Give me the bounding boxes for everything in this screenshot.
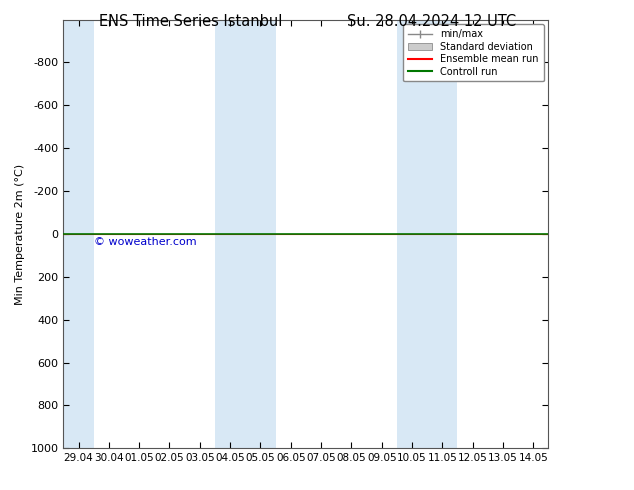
Bar — [63, 20, 94, 448]
Text: Su. 28.04.2024 12 UTC: Su. 28.04.2024 12 UTC — [347, 14, 515, 29]
Bar — [215, 20, 245, 448]
Bar — [427, 20, 458, 448]
Text: © woweather.com: © woweather.com — [94, 237, 197, 247]
Y-axis label: Min Temperature 2m (°C): Min Temperature 2m (°C) — [15, 163, 25, 305]
Bar — [245, 20, 276, 448]
Text: ENS Time Series Istanbul: ENS Time Series Istanbul — [98, 14, 282, 29]
Bar — [397, 20, 427, 448]
Legend: min/max, Standard deviation, Ensemble mean run, Controll run: min/max, Standard deviation, Ensemble me… — [403, 24, 543, 81]
